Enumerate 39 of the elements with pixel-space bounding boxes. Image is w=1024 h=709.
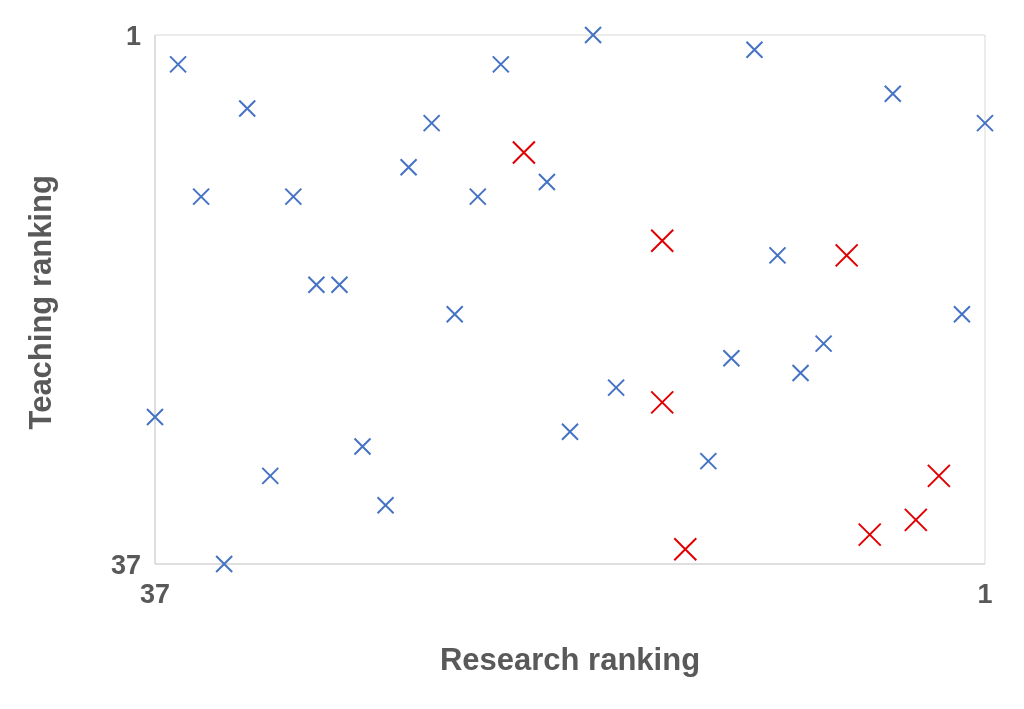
point: [722, 349, 741, 368]
point: [857, 522, 882, 547]
point: [192, 187, 211, 206]
point: [445, 305, 464, 324]
point: [307, 275, 326, 294]
point: [215, 555, 234, 573]
point: [146, 408, 164, 427]
point: [537, 172, 556, 191]
point: [814, 334, 833, 353]
point: [673, 537, 698, 562]
point: [561, 422, 579, 441]
point: [607, 378, 626, 397]
point: [745, 40, 764, 59]
point: [952, 305, 971, 324]
point: [468, 187, 487, 206]
point: [650, 228, 675, 253]
point: [511, 140, 536, 165]
point: [330, 275, 349, 294]
point: [353, 437, 372, 456]
point: [376, 496, 395, 515]
point: [284, 187, 303, 206]
point: [584, 26, 603, 44]
point: [903, 507, 928, 532]
point: [926, 463, 951, 488]
point: [768, 246, 787, 265]
point: [791, 363, 810, 382]
point: [238, 99, 257, 118]
y-axis-title: Teaching ranking: [23, 175, 59, 430]
point: [491, 55, 510, 74]
point: [399, 158, 418, 177]
point: [261, 466, 280, 485]
point: [883, 84, 902, 103]
x-axis-title: Research ranking: [439, 642, 701, 677]
point: [976, 114, 994, 133]
point: [169, 55, 188, 74]
point: [650, 390, 675, 415]
point: [699, 452, 718, 471]
point: [834, 243, 859, 268]
point: [422, 114, 441, 133]
